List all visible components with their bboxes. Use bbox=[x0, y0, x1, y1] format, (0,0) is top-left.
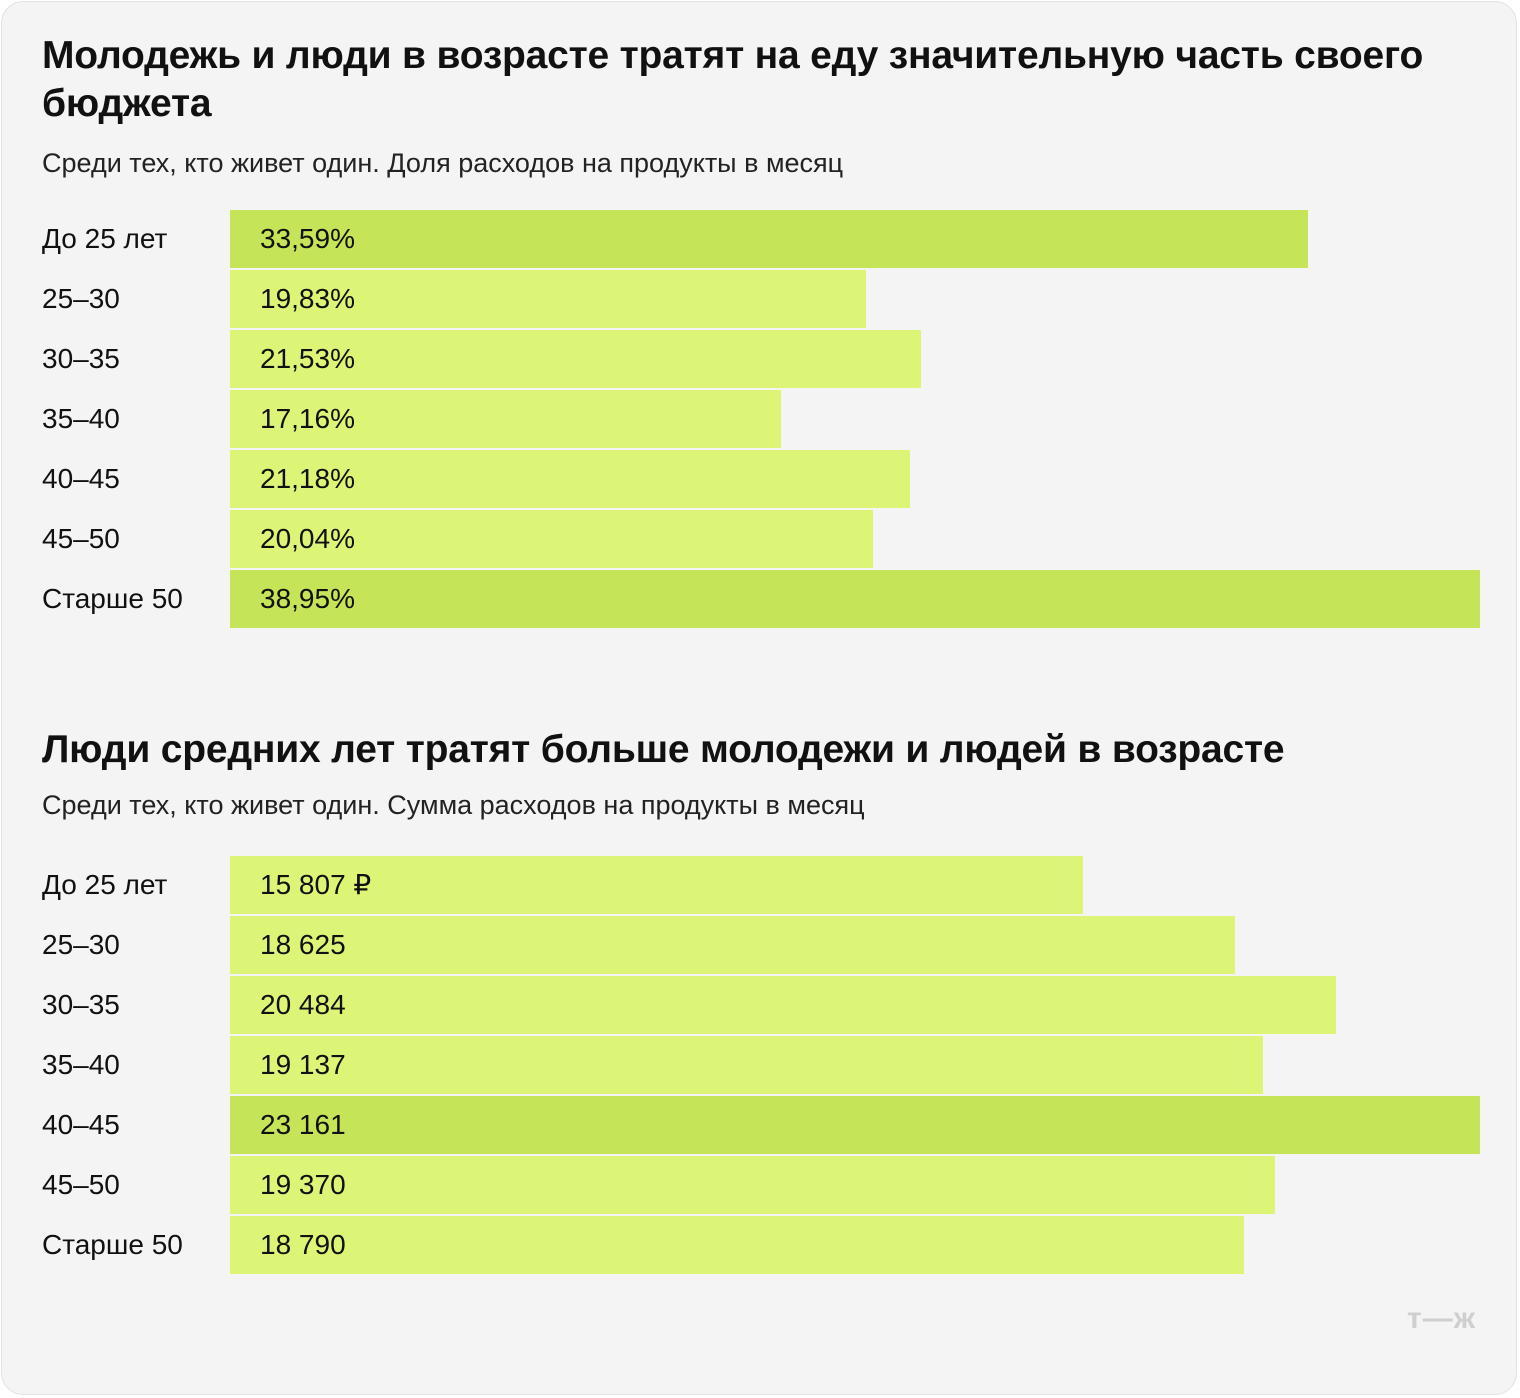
amount-chart: Люди средних лет тратят больше молодежи … bbox=[42, 726, 1482, 1276]
category-label: 30–35 bbox=[42, 343, 120, 374]
bar bbox=[230, 976, 1336, 1034]
bar-row: До 25 лет 15 807 ₽ bbox=[42, 856, 1482, 914]
value-label: 18 790 bbox=[260, 1229, 346, 1260]
bar bbox=[230, 1096, 1480, 1154]
bar-rows: До 25 лет 15 807 ₽25–30 18 625 30–35 20 484 3… bbox=[42, 856, 1482, 1276]
bar-row: 40–45 23 161 bbox=[42, 1096, 1482, 1154]
bar bbox=[230, 330, 921, 388]
bar bbox=[230, 450, 910, 508]
bar bbox=[230, 1156, 1275, 1214]
bar bbox=[230, 510, 873, 568]
bar-row: 45–50 19 370 bbox=[42, 1156, 1482, 1214]
bar bbox=[230, 210, 1308, 268]
bar-rows: До 25 лет 33,59% 25–30 19,83% 30–35 21,53% 35–… bbox=[42, 210, 1482, 630]
value-label: 19 370 bbox=[260, 1169, 346, 1200]
bar bbox=[230, 916, 1235, 974]
category-label: 30–35 bbox=[42, 989, 120, 1020]
category-label: 35–40 bbox=[42, 403, 120, 434]
bar bbox=[230, 270, 866, 328]
chart-subtitle: Среди тех, кто живет один. Сумма расходо… bbox=[42, 790, 865, 820]
category-label: 45–50 bbox=[42, 523, 120, 554]
category-label: До 25 лет bbox=[42, 869, 168, 900]
bar-row: 40–45 21,18% bbox=[42, 450, 1482, 508]
brand-logo: т—ж bbox=[1407, 1302, 1476, 1335]
bar-row: Старше 50 18 790 bbox=[42, 1216, 1482, 1274]
bar-row: До 25 лет 33,59% bbox=[42, 210, 1482, 268]
value-label: 19 137 bbox=[260, 1049, 346, 1080]
bar-row: 30–35 21,53% bbox=[42, 330, 1482, 388]
chart-title: Молодежь и люди в возрасте тратят на еду… bbox=[42, 34, 1424, 125]
category-label: 25–30 bbox=[42, 283, 120, 314]
category-label: 35–40 bbox=[42, 1049, 120, 1080]
value-label: 23 161 bbox=[260, 1109, 346, 1140]
value-label: 20,04% bbox=[260, 523, 355, 554]
bar bbox=[230, 1036, 1263, 1094]
bar bbox=[230, 390, 781, 448]
value-label: 18 625 bbox=[260, 929, 346, 960]
value-label: 38,95% bbox=[260, 583, 355, 614]
bar-row: 35–40 17,16% bbox=[42, 390, 1482, 448]
bar-row: 45–50 20,04% bbox=[42, 510, 1482, 568]
bar bbox=[230, 856, 1083, 914]
chart-title: Люди средних лет тратят больше молодежи … bbox=[42, 728, 1285, 771]
bar-row: Старше 50 38,95% bbox=[42, 570, 1482, 628]
category-label: Старше 50 bbox=[42, 1229, 183, 1260]
share-chart: Молодежь и люди в возрасте тратят на еду… bbox=[42, 32, 1482, 630]
value-label: 20 484 bbox=[260, 989, 346, 1020]
value-label: 21,18% bbox=[260, 463, 355, 494]
category-label: 40–45 bbox=[42, 463, 120, 494]
bar-row: 30–35 20 484 bbox=[42, 976, 1482, 1034]
bar-row: 25–30 19,83% bbox=[42, 270, 1482, 328]
value-label: 19,83% bbox=[260, 283, 355, 314]
category-label: 40–45 bbox=[42, 1109, 120, 1140]
category-label: 25–30 bbox=[42, 929, 120, 960]
bar-row: 35–40 19 137 bbox=[42, 1036, 1482, 1094]
value-label: 33,59% bbox=[260, 223, 355, 254]
value-label: 15 807 ₽ bbox=[260, 869, 372, 900]
bar bbox=[230, 1216, 1244, 1274]
category-label: Старше 50 bbox=[42, 583, 183, 614]
category-label: До 25 лет bbox=[42, 223, 168, 254]
category-label: 45–50 bbox=[42, 1169, 120, 1200]
value-label: 21,53% bbox=[260, 343, 355, 374]
bar bbox=[230, 570, 1480, 628]
chart-subtitle: Среди тех, кто живет один. Доля расходов… bbox=[42, 148, 844, 178]
bar-row: 25–30 18 625 bbox=[42, 916, 1482, 974]
value-label: 17,16% bbox=[260, 403, 355, 434]
